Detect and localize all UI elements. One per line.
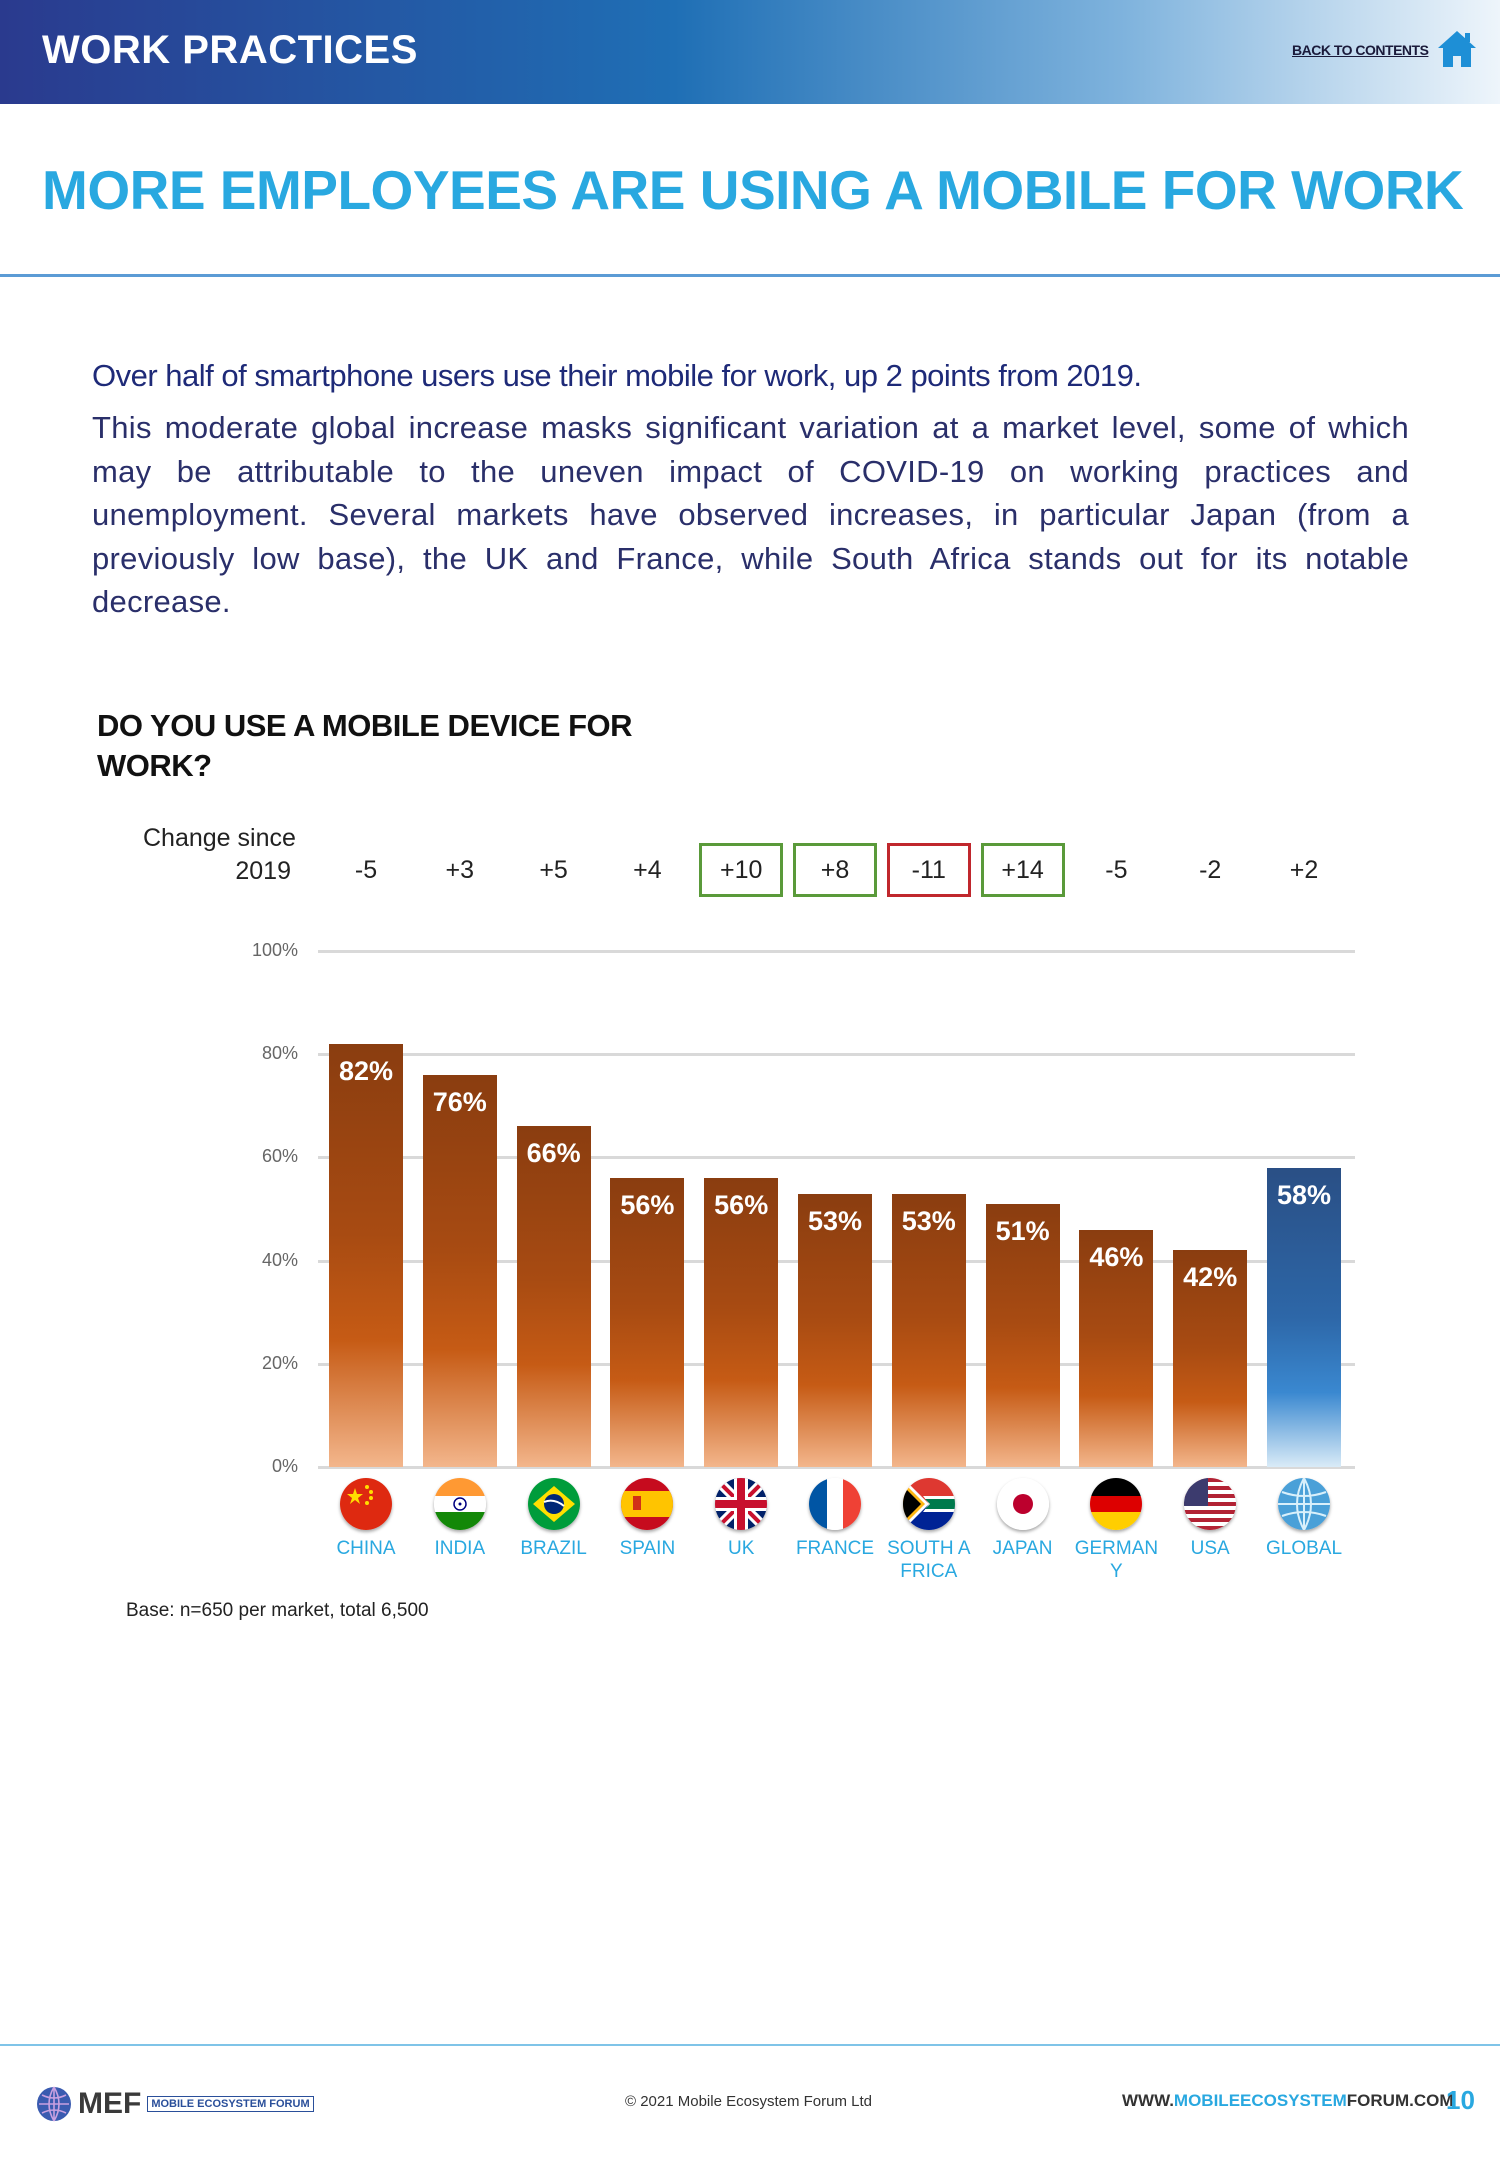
title-divider <box>0 274 1500 277</box>
y-tick-label: 20% <box>261 1352 298 1373</box>
section-title: WORK PRACTICES <box>42 28 418 72</box>
bar-south-africa: 53% <box>891 1193 966 1467</box>
uk-flag-icon <box>715 1478 768 1530</box>
page-number: 10 <box>1446 2085 1475 2115</box>
x-category-label: GERMAN Y <box>1074 1538 1159 1582</box>
bar-spain: 56% <box>610 1178 685 1467</box>
globe-icon <box>1278 1478 1330 1530</box>
y-tick-label: 100% <box>251 940 298 960</box>
bar-france: 53% <box>798 1193 872 1467</box>
bar-value-label: 53% <box>807 1205 863 1236</box>
gridline <box>318 1053 1355 1057</box>
bar-brazil: 66% <box>516 1126 591 1467</box>
india-flag-icon <box>433 1478 486 1530</box>
mef-logo-subtitle: MOBILE ECOSYSTEM FORUM <box>147 2096 314 2112</box>
bar-japan: 51% <box>985 1203 1060 1467</box>
bar-value-label: 66% <box>526 1138 581 1169</box>
gridline <box>318 950 1355 953</box>
x-category-label: JAPAN <box>992 1538 1053 1559</box>
change-value: -5 <box>354 855 378 884</box>
mef-globe-icon <box>37 2086 71 2122</box>
y-tick-label: 60% <box>261 1146 298 1167</box>
bar-value-label: 46% <box>1089 1241 1144 1272</box>
bar-value-label: 42% <box>1183 1262 1238 1293</box>
x-category-label: USA <box>1190 1538 1230 1559</box>
bar-china: 82% <box>329 1043 403 1467</box>
brazil-flag-icon <box>527 1478 580 1530</box>
bar-value-label: 56% <box>714 1190 769 1221</box>
change-value: +3 <box>445 855 475 884</box>
y-tick-label: 40% <box>261 1249 298 1270</box>
bar-uk: 56% <box>704 1178 779 1467</box>
url-suffix: FORUM.COM <box>1346 2091 1454 2110</box>
website-link[interactable]: WWW.MOBILEECOSYSTEMFORUM.COM <box>1122 2091 1454 2111</box>
change-value: +5 <box>539 855 568 884</box>
change-value: +2 <box>1289 855 1319 884</box>
x-category-label: UK <box>727 1538 755 1559</box>
footer-divider <box>0 2044 1500 2046</box>
japan-flag-icon <box>996 1478 1049 1530</box>
y-tick-label: 80% <box>261 1043 298 1064</box>
spain-flag-icon <box>621 1478 674 1530</box>
bar-usa: 42% <box>1173 1250 1248 1467</box>
x-category-label: INDIA <box>434 1538 486 1559</box>
subheading: Over half of smartphone users use their … <box>92 358 1142 393</box>
usa-flag-icon <box>1184 1478 1237 1530</box>
body-paragraph: This moderate global increase masks sign… <box>92 410 1409 619</box>
bar-germany: 46% <box>1079 1229 1154 1467</box>
back-to-contents-link[interactable]: BACK TO CONTENTS <box>1292 42 1429 58</box>
bar-global: 58% <box>1267 1167 1341 1467</box>
mef-logo: MEF MOBILE ECOSYSTEM FORUM <box>34 2084 314 2124</box>
bar-india: 76% <box>422 1074 497 1467</box>
change-value: -2 <box>1199 855 1222 884</box>
url-prefix: WWW. <box>1122 2091 1174 2110</box>
x-category-label: FRANCE <box>795 1538 875 1559</box>
x-category-label: BRAZIL <box>520 1538 587 1559</box>
change-since-label: Change since 2019 <box>143 822 296 888</box>
change-label-line2: 2019 <box>235 857 291 885</box>
x-category-label: GLOBAL <box>1265 1538 1343 1559</box>
chart-title: DO YOU USE A MOBILE DEVICE FOR WORK? <box>97 708 633 783</box>
page-title: MORE EMPLOYEES ARE USING A MOBILE FOR WO… <box>42 159 1464 221</box>
south-africa-flag-icon <box>902 1478 955 1530</box>
bar-value-label: 53% <box>901 1205 956 1236</box>
bar-value-label: 56% <box>620 1190 675 1221</box>
base-note: Base: n=650 per market, total 6,500 <box>126 1600 429 1621</box>
change-value: +14 <box>980 843 1065 897</box>
home-icon[interactable] <box>1436 28 1478 70</box>
change-value: -11 <box>886 843 971 897</box>
x-category-label: SPAIN <box>619 1538 676 1559</box>
bar-value-label: 82% <box>338 1055 394 1086</box>
change-label-line1: Change since <box>143 824 296 852</box>
x-category-label: SOUTH AFRICA <box>887 1538 971 1582</box>
y-tick-label: 0% <box>271 1456 298 1476</box>
france-flag-icon <box>809 1478 861 1530</box>
germany-flag-icon <box>1090 1478 1143 1530</box>
bar-value-label: 51% <box>995 1215 1050 1246</box>
x-category-label: CHINA <box>336 1538 396 1559</box>
copyright: © 2021 Mobile Ecosystem Forum Ltd <box>625 2093 872 2110</box>
change-value: +10 <box>699 843 784 897</box>
change-value: +4 <box>633 855 662 884</box>
change-value: +8 <box>793 843 877 897</box>
gridline <box>318 1466 1355 1469</box>
mef-logo-text: MEF <box>78 2087 142 2120</box>
gridline <box>318 1156 1355 1160</box>
change-value: -5 <box>1105 855 1128 884</box>
url-highlight: MOBILEECOSYSTEM <box>1173 2091 1347 2110</box>
china-flag-icon <box>340 1478 392 1530</box>
bar-value-label: 58% <box>1276 1179 1332 1210</box>
bar-value-label: 76% <box>432 1086 487 1117</box>
header-banner: WORK PRACTICES BACK TO CONTENTS <box>0 0 1500 104</box>
